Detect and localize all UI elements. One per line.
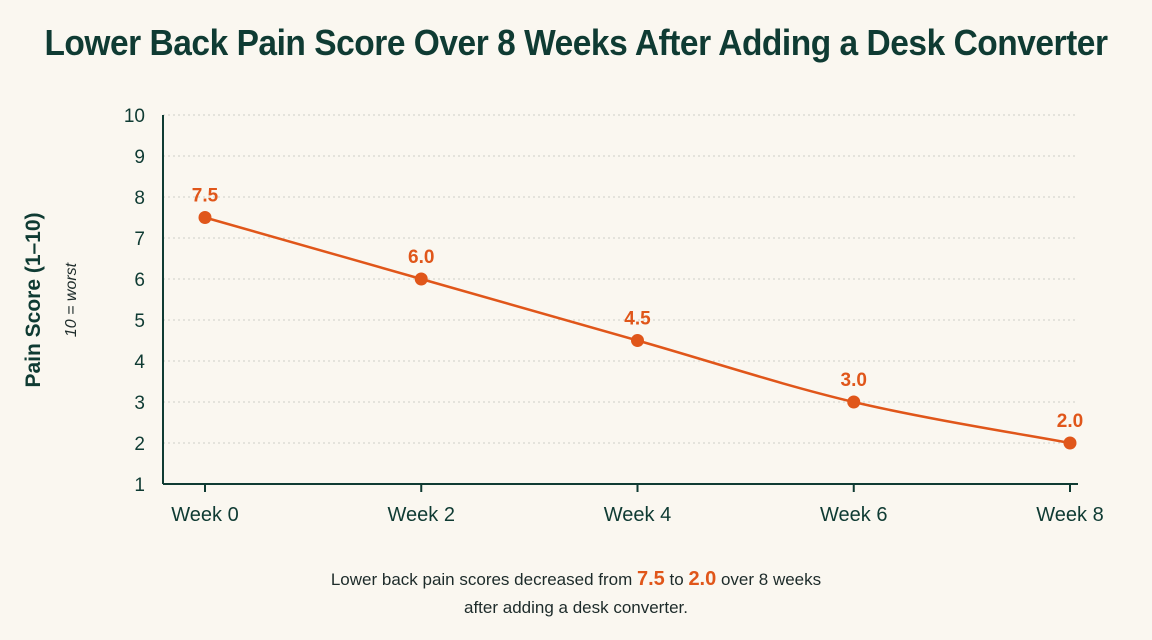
y-axis-note: 10 = worst — [63, 262, 80, 337]
caption-line-2: after adding a desk converter. — [464, 598, 688, 617]
x-tick-label: Week 8 — [1036, 504, 1103, 526]
x-tick-labels: Week 0 Week 2 Week 4 Week 6 Week 8 — [171, 504, 1103, 526]
y-tick-label: 6 — [134, 270, 145, 291]
series-line — [204, 216, 1071, 445]
y-tick-label: 4 — [134, 352, 145, 373]
caption-mid: to — [664, 570, 689, 589]
data-point — [198, 211, 212, 224]
y-axis-title-group: Pain Score (1–10) — [22, 212, 45, 387]
y-tick-label: 8 — [134, 188, 145, 209]
caption-from-value: 7.5 — [637, 568, 665, 590]
gridlines — [163, 114, 1078, 444]
axes — [162, 115, 1078, 492]
data-label: 3.0 — [841, 370, 867, 391]
x-tick-label: Week 6 — [820, 504, 887, 526]
y-tick-label: 5 — [134, 311, 145, 332]
caption-pre: Lower back pain scores decreased from — [330, 570, 637, 589]
x-tick-label: Week 4 — [604, 504, 671, 526]
data-point — [414, 272, 428, 286]
caption-post: over 8 weeks — [716, 570, 822, 589]
y-tick-labels: 1 2 3 4 5 6 7 8 9 10 — [124, 106, 146, 496]
data-point — [631, 334, 644, 347]
y-tick-label: 7 — [134, 229, 145, 250]
y-tick-label: 10 — [124, 106, 145, 127]
data-label: 2.0 — [1057, 411, 1083, 432]
y-axis-title: Pain Score (1–10) — [22, 212, 45, 387]
x-tick-label: Week 0 — [171, 504, 238, 526]
data-point — [847, 395, 861, 409]
y-tick-label: 9 — [134, 147, 145, 168]
caption-to-value: 2.0 — [688, 568, 717, 590]
y-tick-label: 2 — [134, 434, 145, 455]
data-label: 4.5 — [624, 309, 651, 330]
chart-caption: Lower back pain scores decreased from 7.… — [0, 565, 1152, 622]
y-tick-label: 3 — [134, 393, 145, 414]
y-axis-note-group: 10 = worst — [63, 262, 80, 337]
data-label: 6.0 — [408, 247, 434, 268]
data-point — [1063, 436, 1077, 450]
data-labels: 7.5 6.0 4.5 3.0 2.0 — [192, 186, 1083, 433]
x-tick-label: Week 2 — [388, 504, 455, 526]
caption-line-1: Lower back pain scores decreased from 7.… — [0, 565, 1152, 594]
chart-title: Lower Back Pain Score Over 8 Weeks After… — [44, 22, 1108, 63]
data-points — [198, 211, 1077, 450]
y-tick-label: 1 — [134, 475, 145, 496]
data-label: 7.5 — [192, 186, 219, 207]
